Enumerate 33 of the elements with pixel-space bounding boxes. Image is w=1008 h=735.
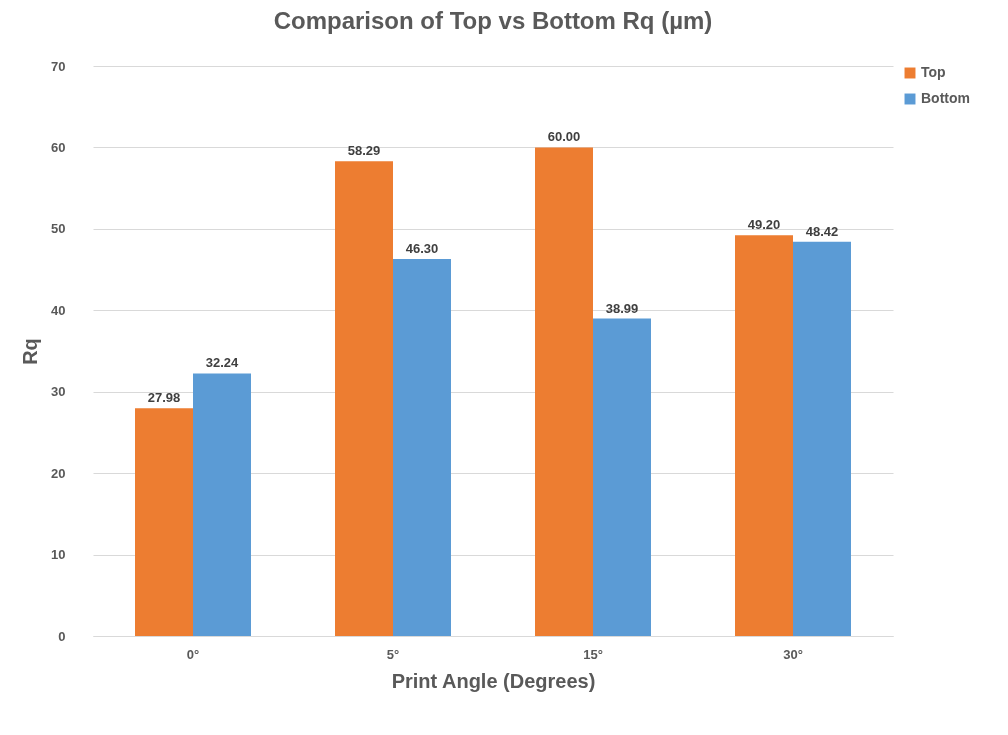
legend-label: Bottom: [921, 90, 970, 106]
data-label: 58.29: [347, 143, 381, 159]
y-tick-label: 10: [51, 547, 66, 563]
legend-label: Top: [921, 64, 946, 80]
bar: [135, 408, 193, 636]
bar: [393, 258, 451, 636]
bar: [335, 161, 393, 636]
y-tick-label: 40: [51, 302, 66, 318]
x-axis-title: Print Angle (Degrees): [391, 669, 596, 692]
bar: [193, 373, 251, 636]
x-tick-label: 5°: [386, 646, 400, 662]
data-label: 46.30: [405, 240, 439, 256]
bar: [735, 235, 793, 636]
y-tick-label: 30: [51, 384, 66, 400]
y-tick-label: 0: [58, 628, 66, 644]
x-tick-label: 0°: [186, 646, 200, 662]
bar: [535, 147, 593, 636]
bar: [593, 318, 651, 636]
data-label: 48.42: [805, 223, 839, 239]
y-axis-title: Rq: [19, 338, 42, 365]
data-label: 49.20: [747, 217, 781, 233]
data-label: 38.99: [605, 300, 639, 316]
x-tick-label: 30°: [783, 646, 803, 662]
data-label: 60.00: [547, 129, 581, 145]
y-tick-label: 70: [51, 58, 66, 74]
y-tick-label: 50: [51, 221, 66, 237]
y-tick-label: 20: [51, 465, 66, 481]
data-label: 32.24: [205, 355, 240, 371]
y-tick-label: 60: [51, 139, 66, 155]
chart-title: Comparison of Top vs Bottom Rq (µm): [273, 7, 713, 34]
x-tick-label: 15°: [583, 646, 603, 662]
bar: [793, 241, 851, 636]
data-label: 27.98: [147, 390, 181, 406]
